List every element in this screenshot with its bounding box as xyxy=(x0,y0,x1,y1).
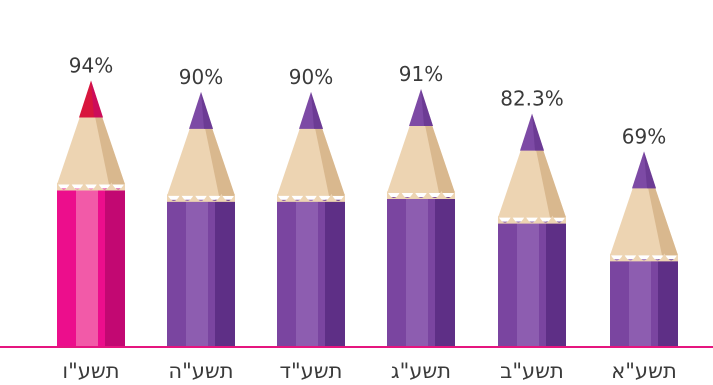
pencil-scallop xyxy=(57,182,125,191)
pencil-tip-shade xyxy=(311,91,323,129)
pencil-body-stripe xyxy=(186,199,208,347)
pencil-tip-shade xyxy=(201,91,213,129)
pencil-bar xyxy=(277,91,345,347)
pencil-bar xyxy=(167,91,235,347)
pencil-body-stripe xyxy=(76,188,98,347)
pencil-tip-shade xyxy=(421,89,433,127)
category-labels: תשע"א תשע"ב תשע"ג תשע"ד תשע"ה תשע"ו xyxy=(62,359,676,383)
value-label: 69% xyxy=(622,124,666,148)
pencil-body-stripe xyxy=(629,259,651,347)
pencil-body-shade xyxy=(658,259,678,347)
pencil-body-shade xyxy=(215,199,235,347)
pencil-bar xyxy=(387,89,455,347)
pencil-scallop xyxy=(498,215,566,224)
pencil-wood-shade xyxy=(95,116,125,185)
pencil-wood-shade xyxy=(648,187,678,256)
pencil-wood-shade xyxy=(205,127,235,196)
pencil-scallop xyxy=(277,193,345,202)
pencil-body-shade xyxy=(435,197,455,347)
value-labels: 69% 82.3% 91% 90% 90% 94% xyxy=(69,54,666,149)
pencil-bars xyxy=(57,80,678,347)
pencil-wood-shade xyxy=(536,149,566,218)
pencil-scallop xyxy=(610,253,678,262)
category-label: תשע"ה xyxy=(168,359,233,383)
pencil-body-stripe xyxy=(296,199,318,347)
pencil-tip-shade xyxy=(91,80,103,118)
pencil-bar xyxy=(57,80,125,347)
pencil-bar xyxy=(610,151,678,347)
category-label: תשע"ד xyxy=(280,359,343,383)
pencil-bar xyxy=(498,113,566,347)
value-label: 91% xyxy=(399,62,443,86)
pencil-scallop xyxy=(167,193,235,202)
pencil-body-shade xyxy=(105,188,125,347)
pencil-body-shade xyxy=(325,199,345,347)
value-label: 82.3% xyxy=(500,87,564,111)
pencil-wood-shade xyxy=(425,125,455,194)
pencil-body-stripe xyxy=(406,197,428,347)
value-label: 90% xyxy=(289,65,333,89)
category-label: תשע"א xyxy=(611,359,677,383)
value-label: 90% xyxy=(179,65,223,89)
category-label: תשע"ג xyxy=(391,359,451,383)
pencil-body-shade xyxy=(546,221,566,347)
category-label: תשע"ו xyxy=(62,359,119,383)
pencil-body-stripe xyxy=(517,221,539,347)
pencil-scallop xyxy=(387,191,455,200)
pencil-tip-shade xyxy=(644,151,656,189)
value-label: 94% xyxy=(69,54,113,78)
pencil-tip-shade xyxy=(532,113,544,151)
category-label: תשע"ב xyxy=(500,359,564,383)
pencil-wood-shade xyxy=(315,127,345,196)
